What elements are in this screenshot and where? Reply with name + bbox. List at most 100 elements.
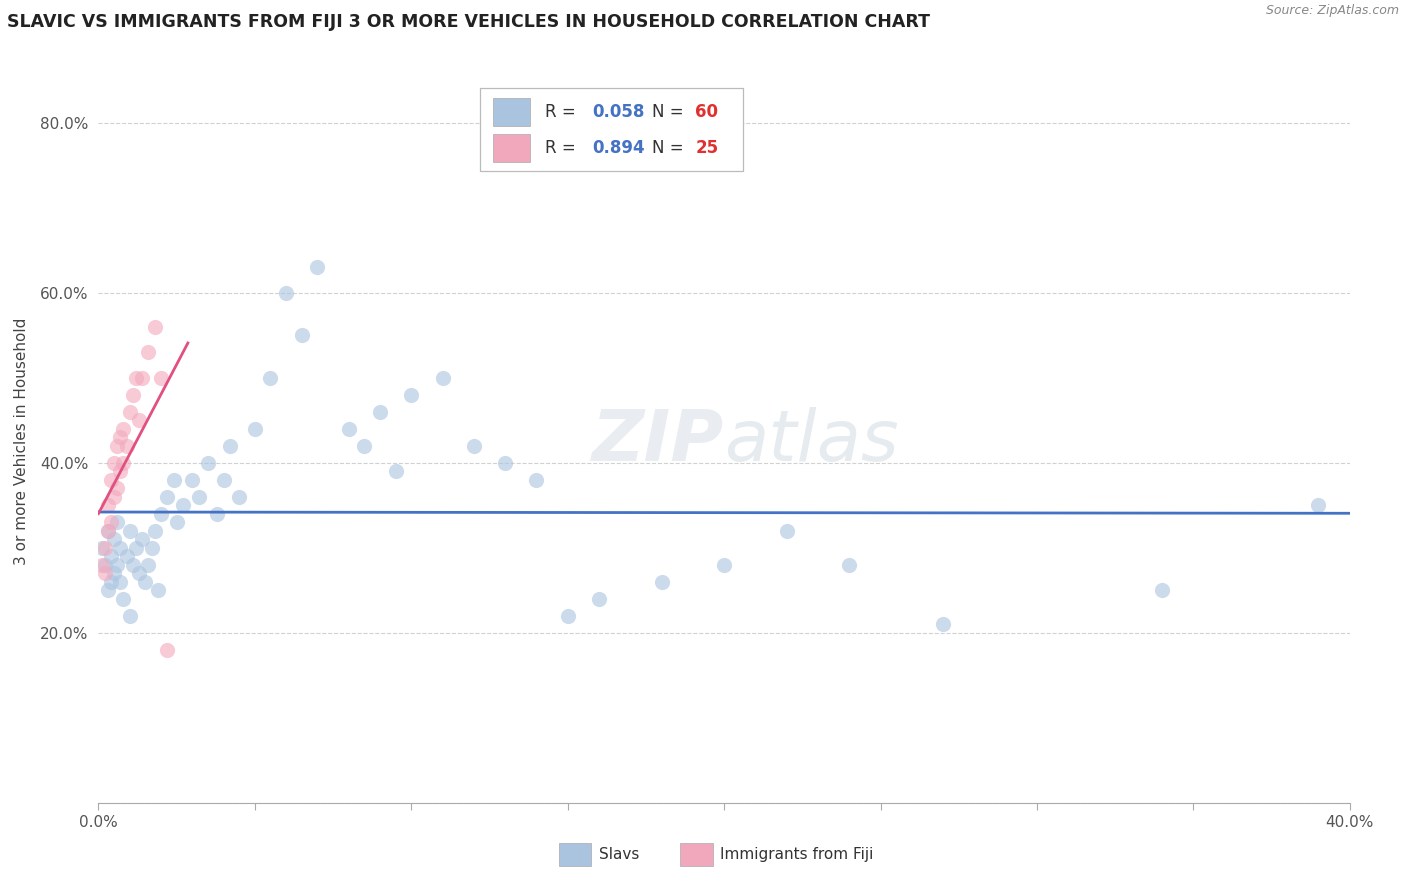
Point [115,549,138,564]
Point [121,558,143,572]
Text: N =: N = [651,103,689,121]
Point [401,388,423,402]
Point [110,541,132,555]
Text: 60: 60 [696,103,718,121]
Point [291,328,314,343]
Point [207,507,229,521]
Point [103,456,125,470]
Point [103,566,125,581]
Text: Immigrants from Fiji: Immigrants from Fiji [720,847,873,863]
Point [156,642,179,657]
Point [181,473,204,487]
Point [100,473,122,487]
Point [105,439,128,453]
Text: N =: N = [651,139,689,157]
FancyBboxPatch shape [492,135,530,162]
Point [97,498,120,512]
Text: Source: ZipAtlas.com: Source: ZipAtlas.com [1265,4,1399,18]
Point [274,285,298,300]
Point [97,524,120,538]
Text: 0.058: 0.058 [593,103,645,121]
Point [146,583,169,598]
Point [110,430,132,444]
Point [141,541,163,555]
Point [557,608,579,623]
FancyBboxPatch shape [479,87,742,170]
Point [93,541,115,555]
Point [143,319,166,334]
Point [105,481,128,495]
Point [243,422,266,436]
Point [90,541,112,555]
Text: R =: R = [546,139,581,157]
Point [494,456,516,470]
Point [776,524,799,538]
Point [526,473,548,487]
Point [353,439,375,453]
Text: Slavs: Slavs [599,847,640,863]
Point [166,516,188,530]
Point [131,371,153,385]
Text: 0.894: 0.894 [593,139,645,157]
Point [100,516,122,530]
Point [143,524,166,538]
Point [713,558,735,572]
Point [384,464,406,478]
Point [110,464,132,478]
Point [93,566,115,581]
Text: ZIP: ZIP [592,407,724,476]
FancyBboxPatch shape [560,843,592,866]
Point [112,456,135,470]
Point [97,524,120,538]
Point [150,371,173,385]
Point [103,490,125,504]
Point [97,583,120,598]
Point [218,439,240,453]
FancyBboxPatch shape [492,98,530,126]
Point [337,422,360,436]
Point [162,473,184,487]
Point [197,456,219,470]
Text: 25: 25 [696,139,718,157]
Point [125,541,148,555]
Point [172,498,194,512]
Point [112,591,135,606]
Point [156,490,179,504]
Point [134,574,156,589]
FancyBboxPatch shape [681,843,713,866]
Point [150,507,173,521]
Point [463,439,485,453]
Text: R =: R = [546,103,581,121]
Point [588,591,610,606]
Point [103,533,125,547]
Point [259,371,281,385]
Point [212,473,235,487]
Point [105,516,128,530]
Point [100,549,122,564]
Point [118,608,141,623]
Point [118,524,141,538]
Point [112,422,135,436]
Point [432,371,454,385]
Point [121,388,143,402]
Text: atlas: atlas [724,407,898,476]
Point [932,617,955,632]
Point [368,405,391,419]
Point [307,260,329,275]
Point [128,413,150,427]
Point [90,558,112,572]
Point [118,405,141,419]
Text: SLAVIC VS IMMIGRANTS FROM FIJI 3 OR MORE VEHICLES IN HOUSEHOLD CORRELATION CHART: SLAVIC VS IMMIGRANTS FROM FIJI 3 OR MORE… [7,13,929,31]
Point [110,574,132,589]
Point [228,490,250,504]
Point [131,533,153,547]
Point [650,574,672,589]
Point [1308,498,1330,512]
Point [128,566,150,581]
Point [138,345,160,359]
Point [1152,583,1174,598]
Point [187,490,209,504]
Y-axis label: 3 or more Vehicles in Household: 3 or more Vehicles in Household [14,318,30,566]
Point [115,439,138,453]
Point [100,574,122,589]
